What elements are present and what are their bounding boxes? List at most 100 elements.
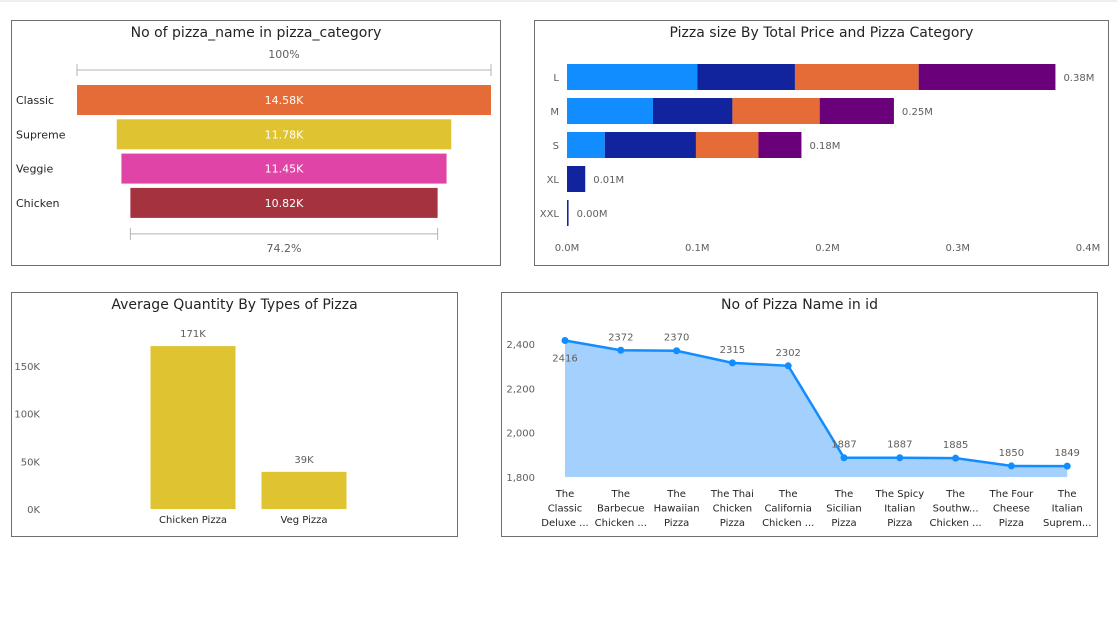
- stacked-bar-segment: [567, 64, 698, 90]
- funnel-bar: [116, 119, 452, 150]
- x-tick-label: The: [778, 489, 798, 500]
- data-label: 2370: [664, 333, 689, 344]
- funnel-data-label: 11.45K: [265, 163, 304, 176]
- x-tick-label: Chicken: [713, 504, 753, 515]
- data-point: [784, 362, 792, 370]
- funnel-bar: [130, 187, 438, 218]
- stacked-bar-chart-panel[interactable]: Pizza size By Total Price and Pizza Cate…: [534, 20, 1109, 266]
- stacked-bar-segment: [794, 64, 919, 90]
- data-label: 1850: [999, 448, 1024, 459]
- funnel-bottom-label: 74.2%: [267, 242, 302, 255]
- x-tick-label: The: [555, 489, 575, 500]
- stacked-bar-segment: [732, 98, 820, 124]
- x-tick-label: Pizza: [887, 518, 912, 529]
- area-fill: [565, 340, 1068, 477]
- y-tick-label: 2,400: [506, 340, 535, 351]
- funnel-data-label: 14.58K: [265, 94, 304, 107]
- stacked-bar-segment: [758, 132, 802, 158]
- x-tick-label: Pizza: [999, 518, 1024, 529]
- funnel-bar: [121, 153, 447, 184]
- y-tick-label: 100K: [14, 410, 40, 421]
- data-point: [1063, 462, 1071, 470]
- data-label: 1885: [943, 440, 968, 451]
- x-tick-label: Pizza: [831, 518, 856, 529]
- x-tick-label: Classic: [548, 504, 583, 515]
- chart-title: No of Pizza Name in id: [721, 297, 878, 313]
- y-tick-label: L: [553, 73, 559, 84]
- bar-total-label: 0.00M: [577, 209, 608, 220]
- x-tick-label: Pizza: [720, 518, 745, 529]
- bar-total-label: 0.38M: [1063, 73, 1094, 84]
- y-tick-label: XL: [547, 175, 560, 186]
- x-tick-label: The: [666, 489, 686, 500]
- bar-total-label: 0.01M: [593, 175, 624, 186]
- funnel-category-label: Chicken: [16, 197, 60, 210]
- x-tick-label: 0.0M: [555, 243, 580, 254]
- data-point: [561, 337, 569, 345]
- stacked-bar-segment: [918, 64, 1056, 90]
- x-tick-label: The Spicy: [874, 489, 924, 500]
- x-tick-label: Italian: [1052, 504, 1083, 515]
- data-label: 2416: [552, 354, 577, 365]
- y-tick-label: 2,000: [506, 429, 535, 440]
- data-point: [1007, 462, 1015, 470]
- column-data-label: 171K: [180, 329, 206, 340]
- x-tick-label: The: [834, 489, 854, 500]
- column-bar: [150, 346, 236, 509]
- x-tick-label: California: [764, 504, 812, 515]
- stacked-bar-segment: [567, 98, 653, 124]
- y-tick-label: 1,800: [506, 473, 535, 484]
- x-tick-label: Barbecue: [597, 504, 645, 515]
- stacked-bar-segment: [604, 132, 696, 158]
- column-data-label: 39K: [294, 455, 314, 466]
- x-tick-label: 0.2M: [815, 243, 840, 254]
- x-tick-label: Cheese: [993, 504, 1030, 515]
- funnel-chart-panel[interactable]: No of pizza_name in pizza_category 100% 1…: [11, 20, 501, 266]
- stacked-bar-chart: L 0.38M M 0.25M S 0.18M XL 0.01M XXL 0.00M 0.0M 0.1…: [540, 64, 1101, 254]
- stacked-bar-segment: [697, 64, 795, 90]
- x-tick-label: Hawaiian: [654, 504, 700, 515]
- area-chart-panel[interactable]: No of Pizza Name in id 1,800 2,000 2,200 2,…: [501, 292, 1098, 537]
- data-label: 1887: [887, 440, 912, 451]
- y-tick-label: 2,200: [506, 384, 535, 395]
- data-point: [896, 454, 904, 462]
- x-tick-label: The: [945, 489, 965, 500]
- data-point: [840, 454, 848, 462]
- funnel-chart: 100% 14.58K Classic 11.78K Supreme 11.45K Vegg…: [16, 48, 492, 255]
- chart-title: Pizza size By Total Price and Pizza Cate…: [669, 25, 974, 41]
- data-point: [952, 454, 960, 462]
- funnel-category-label: Veggie: [16, 163, 53, 176]
- data-label: 2315: [720, 345, 745, 356]
- stacked-bar-segment: [819, 98, 894, 124]
- stacked-bar-segment: [567, 132, 605, 158]
- chart-title: No of pizza_name in pizza_category: [130, 25, 382, 41]
- stacked-bar-segment: [695, 132, 759, 158]
- column-chart-panel[interactable]: Average Quantity By Types of Pizza 0K 50K…: [11, 292, 458, 537]
- series-line: [564, 339, 1068, 468]
- bar-total-label: 0.25M: [902, 107, 933, 118]
- x-tick-label: 0.3M: [945, 243, 970, 254]
- funnel-bar: [77, 85, 491, 115]
- stacked-bar-segment: [652, 98, 733, 124]
- column-chart: 0K 50K 100K 150K 171K Chicken Pizza 39K Veg Piz…: [14, 329, 347, 526]
- x-tick-label: Southw...: [933, 504, 979, 515]
- y-tick-label: M: [550, 107, 559, 118]
- x-tick-label: Sicilian: [826, 504, 861, 515]
- column-bar: [261, 471, 347, 509]
- y-tick-label: 50K: [21, 457, 41, 468]
- y-tick-label: 0K: [27, 505, 40, 516]
- x-tick-label: Chicken ...: [929, 518, 981, 529]
- y-tick-label: XXL: [540, 209, 560, 220]
- x-tick-label: The Four: [989, 489, 1035, 500]
- x-tick-label: The: [1057, 489, 1077, 500]
- data-label: 1849: [1054, 448, 1079, 459]
- x-tick-label: The Thai: [710, 489, 754, 500]
- stacked-bar-segment: [567, 200, 569, 226]
- y-tick-label: S: [553, 141, 559, 152]
- funnel-category-label: Classic: [16, 94, 54, 107]
- x-tick-label: Deluxe ...: [541, 518, 588, 529]
- x-tick-label: 0.4M: [1076, 243, 1101, 254]
- x-tick-label: The: [610, 489, 630, 500]
- x-tick-label: Chicken ...: [595, 518, 647, 529]
- chart-title: Average Quantity By Types of Pizza: [111, 297, 358, 313]
